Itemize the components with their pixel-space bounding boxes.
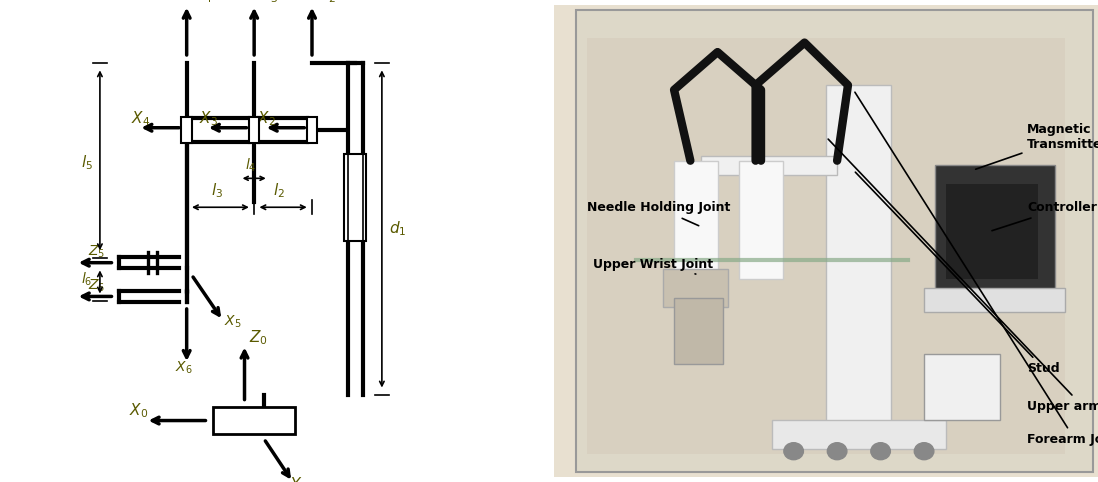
Text: $d_1$: $d_1$ — [389, 220, 406, 238]
Bar — [345, 154, 367, 241]
Bar — [925, 354, 1000, 420]
Text: Forearm Joint: Forearm Joint — [855, 92, 1098, 446]
Text: $X_4$: $X_4$ — [132, 109, 150, 128]
Circle shape — [915, 442, 934, 460]
Text: $Z_2$: $Z_2$ — [317, 0, 336, 5]
Bar — [674, 161, 718, 279]
Text: $X_0$: $X_0$ — [128, 402, 148, 420]
Bar — [739, 161, 783, 279]
Circle shape — [784, 442, 804, 460]
Text: $X_3$: $X_3$ — [199, 109, 217, 128]
Bar — [249, 117, 259, 144]
Text: $l_6$: $l_6$ — [80, 271, 92, 288]
Text: $l_5$: $l_5$ — [80, 153, 92, 172]
Bar — [674, 298, 722, 364]
Text: $Z_6$: $Z_6$ — [88, 277, 105, 294]
Bar — [306, 117, 317, 144]
Text: Needle Holding Joint: Needle Holding Joint — [587, 201, 730, 226]
Bar — [925, 288, 1065, 312]
Text: Upper arm Joint: Upper arm Joint — [828, 139, 1098, 413]
Bar — [827, 85, 892, 440]
Text: $l_4$: $l_4$ — [246, 157, 257, 174]
Text: $Z_4$: $Z_4$ — [194, 0, 213, 5]
Text: Controller: Controller — [991, 201, 1097, 231]
Text: $Y_0$: $Y_0$ — [290, 475, 307, 482]
Text: $Z_0$: $Z_0$ — [249, 328, 268, 347]
Text: $X_2$: $X_2$ — [257, 109, 276, 128]
Circle shape — [871, 442, 890, 460]
Bar — [772, 420, 945, 449]
Text: $X_6$: $X_6$ — [175, 359, 192, 375]
Text: $l_2$: $l_2$ — [273, 181, 285, 200]
Text: Stud: Stud — [855, 172, 1060, 375]
Bar — [945, 184, 1039, 279]
Text: $Z_5$: $Z_5$ — [88, 243, 105, 260]
Bar — [181, 117, 192, 144]
Bar — [702, 156, 837, 175]
Circle shape — [827, 442, 847, 460]
Text: Magnetic
Transmitter: Magnetic Transmitter — [976, 123, 1098, 169]
Bar — [935, 165, 1054, 298]
Bar — [213, 407, 295, 434]
Text: $Z_3$: $Z_3$ — [260, 0, 279, 5]
Bar — [587, 38, 1065, 454]
Text: Upper Wrist Joint: Upper Wrist Joint — [593, 258, 713, 274]
Text: $X_5$: $X_5$ — [224, 313, 242, 330]
Text: $l_3$: $l_3$ — [211, 181, 223, 200]
Bar — [663, 269, 728, 307]
